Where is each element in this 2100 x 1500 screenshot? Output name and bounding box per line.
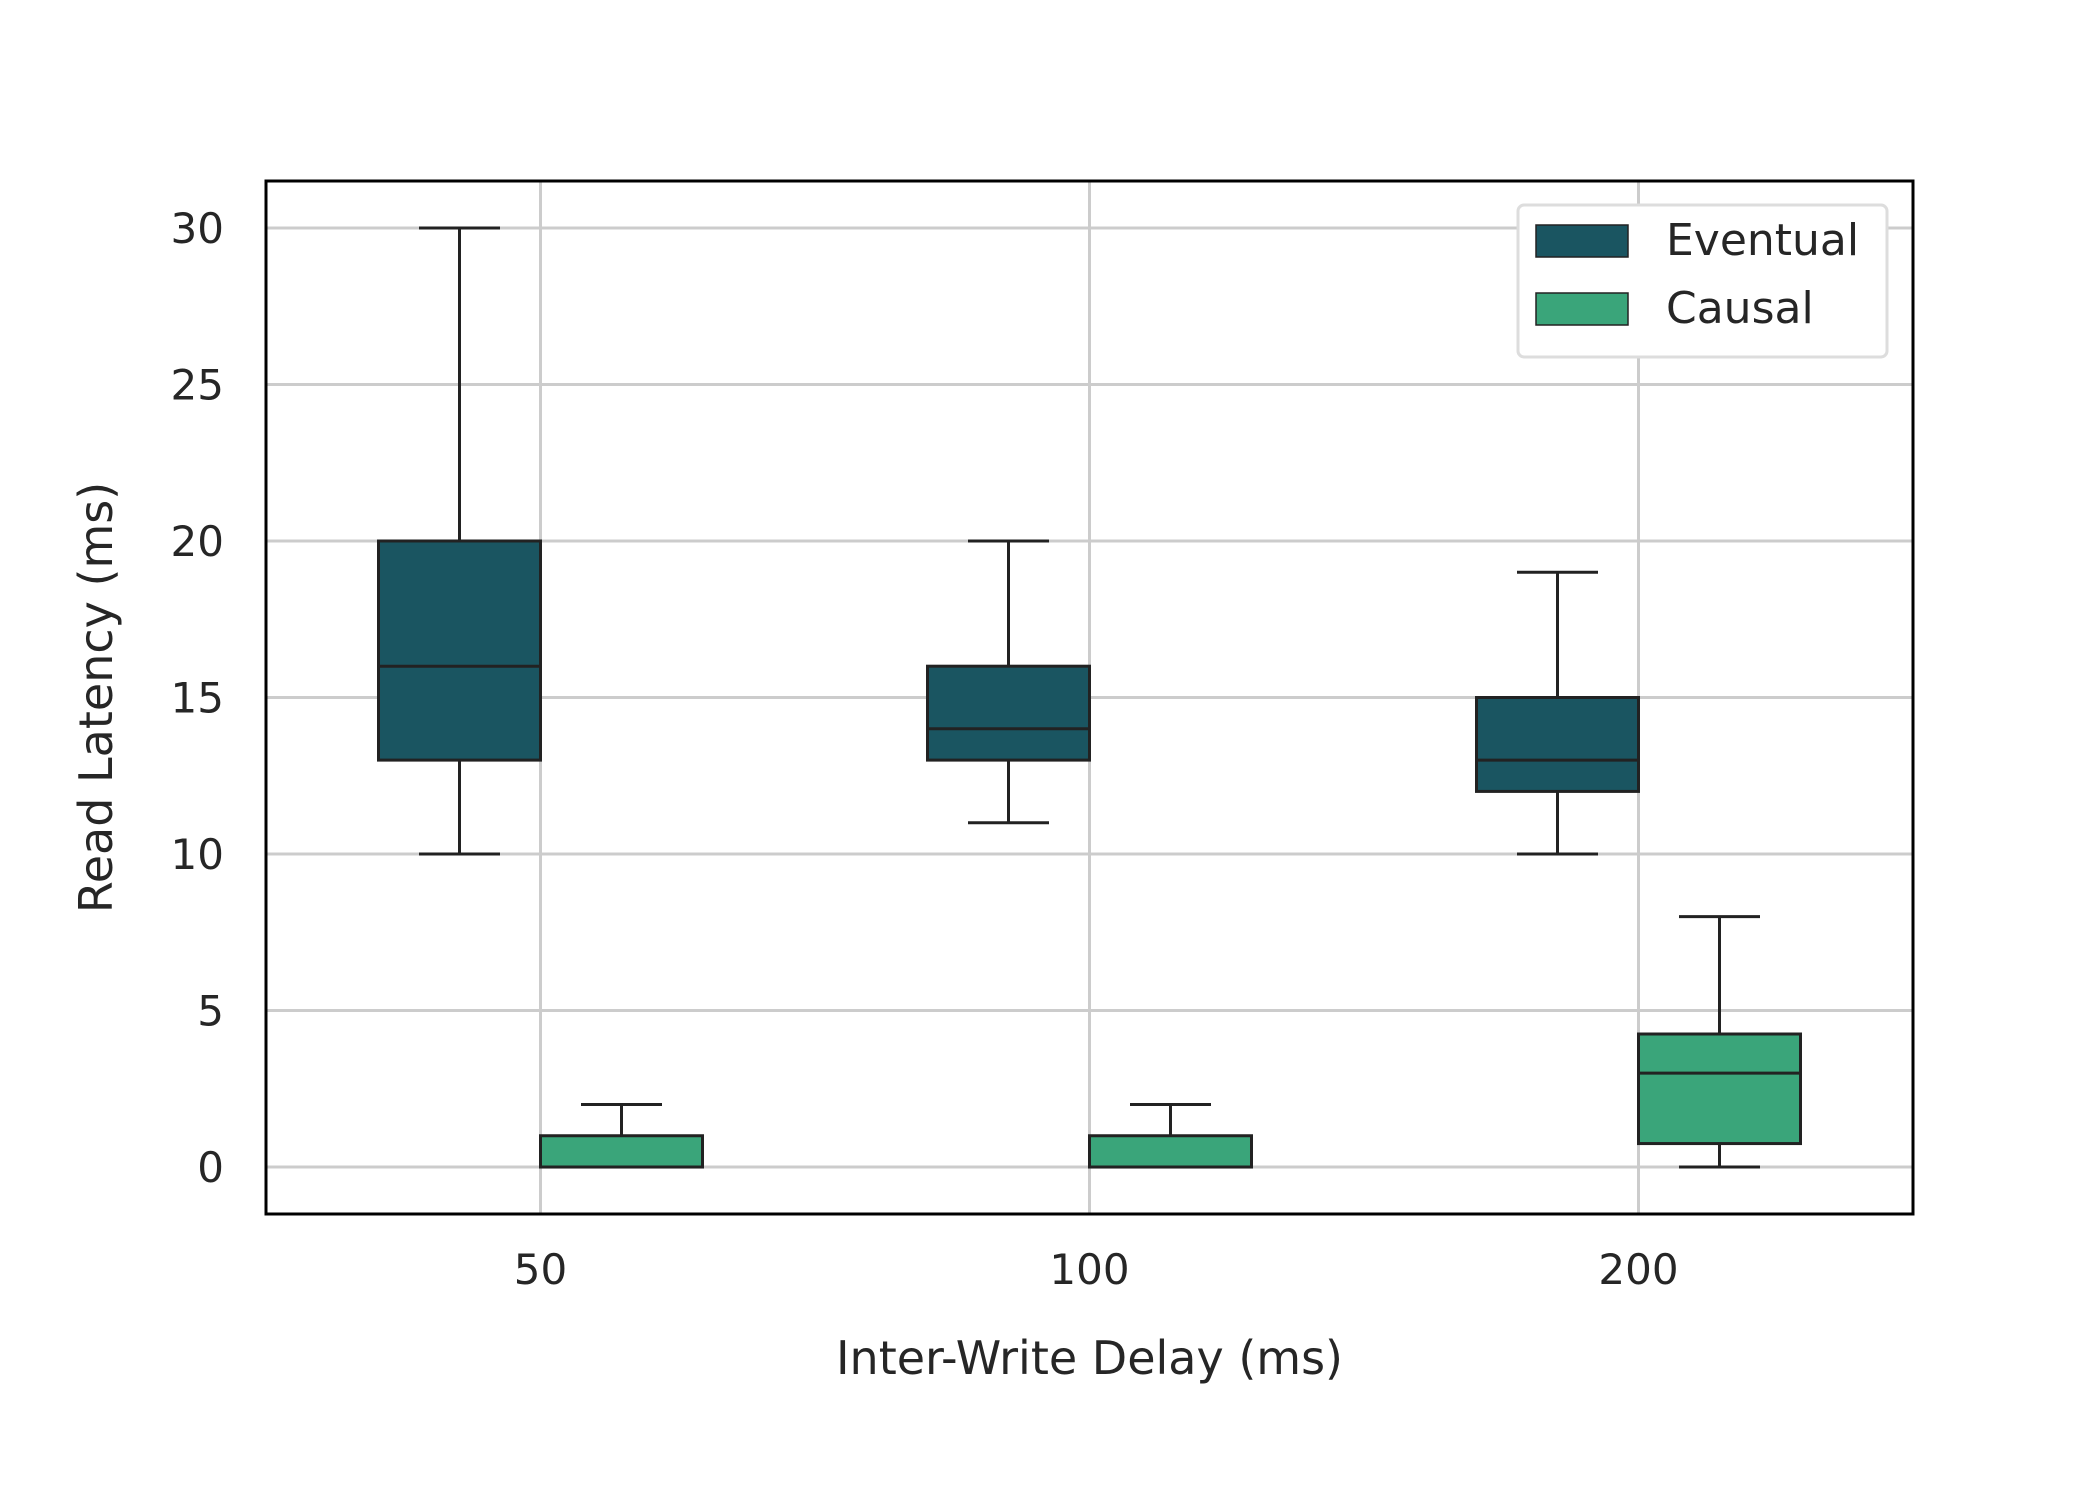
box-iqr [926,664,1091,762]
legend-swatch [1535,224,1629,258]
legend-label: Eventual [1666,215,1859,266]
x-axis-title: Inter-Write Delay (ms) [836,1331,1343,1385]
legend-label: Causal [1666,283,1814,334]
y-tick-label: 20 [171,517,224,566]
x-tick-label: 200 [1598,1245,1678,1294]
x-tick-label: 50 [514,1245,567,1294]
y-tick-label: 5 [197,987,224,1036]
legend: Eventual Causal [1516,203,1889,359]
box-causal-100 [1088,1102,1253,1169]
y-axis-title: Read Latency (ms) [69,482,123,913]
box-eventual-100 [926,539,1091,825]
y-tick-label: 30 [171,204,224,253]
box-eventual-50 [377,226,542,856]
y-tick-label: 25 [171,360,224,409]
legend-swatch [1535,292,1629,326]
plot-area [377,226,1802,1169]
box-iqr [1475,696,1640,793]
y-tick-label: 10 [171,830,224,879]
y-tick-label: 0 [197,1143,224,1192]
box-causal-200 [1637,915,1802,1169]
x-tick-label: 100 [1049,1245,1129,1294]
box-iqr [1088,1134,1253,1169]
box-iqr [377,539,542,762]
plot-frame [264,179,1915,1216]
tick-labels: 0 5 10 15 20 25 30 50 100 200 [171,204,1679,1294]
box-causal-50 [539,1102,704,1169]
box-iqr [1637,1032,1802,1146]
box-iqr [539,1134,704,1169]
box-eventual-200 [1475,570,1640,856]
y-tick-label: 15 [171,674,224,723]
